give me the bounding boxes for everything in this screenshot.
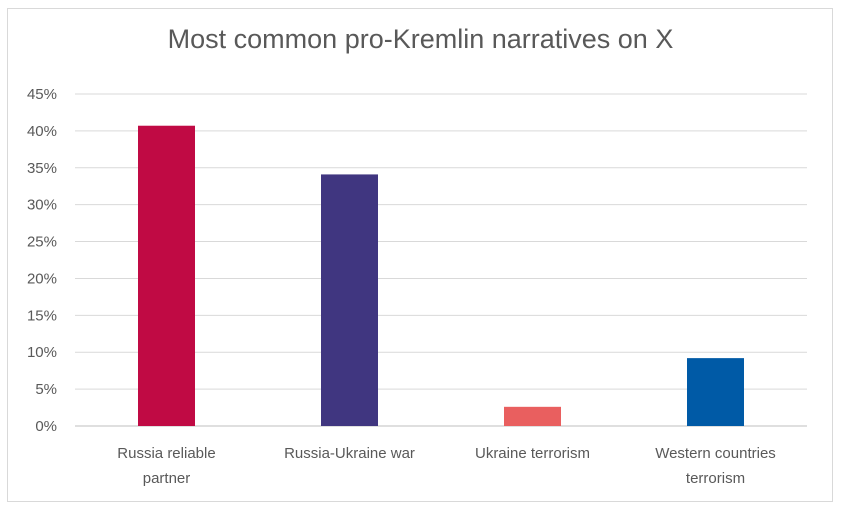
y-axis-ticks: 0% 5% 10% 15% 20% 25% 30% 35% 40% 45% bbox=[27, 86, 57, 435]
y-tick-label: 15% bbox=[27, 307, 57, 324]
bars bbox=[138, 125, 744, 427]
y-tick-label: 5% bbox=[35, 381, 57, 398]
y-tick-label: 10% bbox=[27, 344, 57, 361]
x-axis-labels: Russia reliable partner Russia-Ukraine war… bbox=[117, 445, 776, 487]
y-tick-label: 45% bbox=[27, 86, 57, 103]
x-tick-label: partner bbox=[143, 470, 191, 487]
chart-title: Most common pro-Kremlin narratives on X bbox=[167, 24, 674, 54]
y-tick-label: 30% bbox=[27, 197, 57, 214]
y-tick-label: 25% bbox=[27, 234, 57, 251]
y-tick-label: 35% bbox=[27, 160, 57, 177]
x-tick-label: terrorism bbox=[686, 470, 745, 487]
y-tick-label: 40% bbox=[27, 123, 57, 140]
y-tick-label: 0% bbox=[35, 418, 57, 435]
x-tick-label: Russia-Ukraine war bbox=[284, 445, 415, 462]
y-tick-label: 20% bbox=[27, 270, 57, 287]
bar-ukraine-terrorism bbox=[504, 406, 561, 426]
x-tick-label: Ukraine terrorism bbox=[475, 445, 590, 462]
x-tick-label: Western countries bbox=[655, 445, 776, 462]
bar-western-countries-terrorism bbox=[687, 358, 744, 426]
x-tick-label: Russia reliable bbox=[117, 445, 215, 462]
bar-russia-ukraine-war bbox=[321, 174, 378, 426]
gridlines bbox=[75, 93, 807, 427]
bar-russia-reliable-partner bbox=[138, 125, 195, 427]
